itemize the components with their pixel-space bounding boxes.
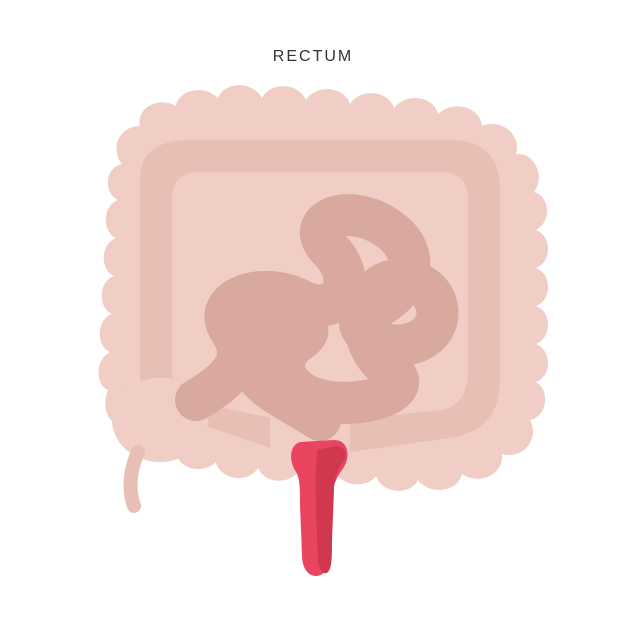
intestine-diagram [0,0,626,626]
appendix [131,452,138,506]
rectum [291,440,347,576]
diagram-container: RECTUM [0,0,626,626]
